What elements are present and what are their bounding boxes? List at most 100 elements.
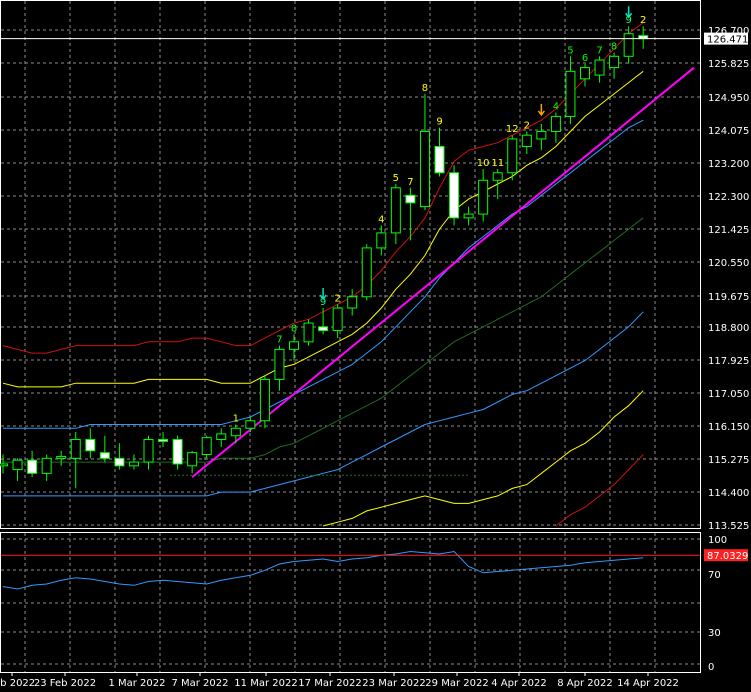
y-tick-label: 118.800 bbox=[708, 323, 749, 334]
x-tick-label: 11 Mar 2022 bbox=[234, 678, 297, 689]
candle-body bbox=[507, 138, 518, 174]
signal-arrow bbox=[319, 288, 327, 301]
sequence-label: 11 bbox=[491, 158, 504, 169]
candle-body bbox=[449, 172, 460, 219]
sequence-label: 9 bbox=[436, 117, 442, 128]
candle-body bbox=[27, 459, 38, 474]
osc-y-tick-label: 0 bbox=[708, 662, 714, 673]
x-tick-label: 29 Mar 2022 bbox=[425, 678, 488, 689]
candle-body bbox=[245, 420, 256, 429]
candle-body bbox=[201, 437, 212, 456]
main-panel-frame bbox=[0, 0, 701, 529]
candle-body bbox=[70, 439, 81, 459]
candle-body bbox=[216, 433, 227, 441]
signal-arrow bbox=[625, 6, 633, 19]
sequence-label: 9 bbox=[320, 297, 326, 308]
current-price-text: 126.471 bbox=[707, 35, 748, 46]
candle-body bbox=[289, 341, 299, 350]
y-tick-label: 126.700 bbox=[708, 26, 749, 37]
candle-body bbox=[56, 455, 67, 459]
candle-body bbox=[478, 179, 489, 215]
sequence-label: 7 bbox=[596, 45, 602, 56]
signal-arrow bbox=[537, 103, 545, 117]
x-tick-label: 23 Mar 2022 bbox=[362, 678, 425, 689]
candle-body bbox=[318, 326, 329, 332]
x-tick-label: 14 Apr 2022 bbox=[617, 678, 679, 689]
candle-body bbox=[419, 130, 430, 208]
y-tick-label: 125.825 bbox=[708, 59, 749, 70]
sequence-label: 8 bbox=[291, 323, 297, 334]
sequence-label: 2 bbox=[640, 15, 646, 26]
osc-y-tick-label: 70 bbox=[708, 570, 721, 581]
sequence-label: 7 bbox=[407, 177, 413, 188]
x-tick-label: 8 Apr 2022 bbox=[557, 678, 612, 689]
y-tick-label: 119.675 bbox=[708, 292, 749, 303]
y-tick-label: 122.300 bbox=[708, 192, 749, 203]
y-tick-label: 117.925 bbox=[708, 356, 749, 367]
sequence-label: 5 bbox=[393, 173, 399, 184]
oscillator-panel-frame bbox=[0, 532, 701, 673]
indicator-line-lower-yellow bbox=[322, 390, 644, 527]
y-tick-label: 123.200 bbox=[708, 159, 749, 170]
osc-y-tick-label: 100 bbox=[708, 535, 727, 546]
candle-body bbox=[172, 439, 183, 465]
candle-body bbox=[521, 134, 532, 147]
sequence-label: 4 bbox=[553, 102, 559, 113]
y-tick-label: 124.075 bbox=[708, 126, 749, 137]
candle-body bbox=[609, 55, 620, 69]
sequence-label: 9 bbox=[625, 15, 631, 26]
candle-body bbox=[274, 348, 285, 380]
candle-body bbox=[128, 461, 139, 467]
candle-body bbox=[536, 130, 547, 140]
candle-body bbox=[580, 67, 590, 80]
sequence-label: 7 bbox=[276, 335, 282, 346]
candle-body bbox=[85, 439, 96, 452]
y-tick-label: 117.050 bbox=[708, 389, 749, 400]
candle-body bbox=[550, 115, 561, 132]
candle-body bbox=[158, 439, 169, 442]
oscillator-line bbox=[2, 550, 644, 590]
indicator-line-upper-blue bbox=[3, 119, 644, 429]
candle-body bbox=[405, 194, 416, 204]
candle-body bbox=[99, 452, 110, 459]
x-tick-label: 17 Mar 2022 bbox=[298, 678, 361, 689]
candle-body bbox=[41, 457, 52, 474]
candle-body bbox=[492, 172, 503, 181]
sequence-label: 4 bbox=[378, 214, 384, 225]
candle-body bbox=[230, 427, 241, 437]
candle-body bbox=[565, 70, 576, 117]
candle-body bbox=[434, 145, 445, 174]
candle-body bbox=[259, 378, 270, 422]
candle-body bbox=[187, 452, 198, 467]
sequence-label: 2 bbox=[334, 293, 340, 304]
candle-body bbox=[0, 463, 8, 467]
candle-body bbox=[594, 59, 605, 76]
candle-body bbox=[143, 439, 154, 463]
sequence-label: 12 bbox=[506, 124, 519, 135]
y-tick-label: 120.550 bbox=[708, 258, 749, 269]
sequence-label: 8 bbox=[611, 42, 617, 53]
sequence-label: 10 bbox=[477, 158, 490, 169]
candle-body bbox=[12, 459, 23, 471]
oscillator-level-text: 87.0329 bbox=[707, 551, 748, 562]
x-tick-label: 23 Feb 2022 bbox=[34, 678, 96, 689]
sequence-label: 2 bbox=[524, 120, 530, 131]
sequence-label: 5 bbox=[567, 45, 573, 56]
sequence-label: 1 bbox=[233, 413, 239, 424]
candle-body bbox=[347, 296, 358, 309]
x-tick-label: 7 Mar 2022 bbox=[171, 678, 228, 689]
candle-body bbox=[376, 232, 387, 249]
candle-body bbox=[390, 187, 401, 234]
osc-y-tick-label: 30 bbox=[708, 628, 721, 639]
candle-body bbox=[303, 322, 314, 343]
y-tick-label: 116.150 bbox=[708, 422, 749, 433]
candle-body bbox=[114, 457, 125, 467]
candle-body bbox=[463, 213, 474, 219]
candle-body bbox=[361, 247, 372, 298]
indicator-line-middle-green bbox=[3, 217, 644, 463]
indicator-line-lower-blue bbox=[3, 311, 644, 497]
oscillator-level-badge bbox=[704, 549, 748, 562]
indicator-line-upper-yellow bbox=[2, 70, 644, 388]
sequence-label: 6 bbox=[582, 53, 588, 64]
